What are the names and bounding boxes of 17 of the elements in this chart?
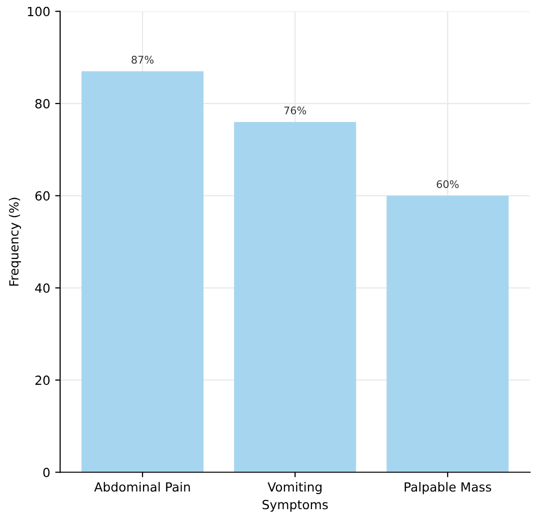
- y-tick-label: 80: [35, 98, 50, 108]
- bar: [386, 196, 509, 472]
- data-label: 60%: [436, 180, 459, 188]
- y-axis-title: Frequency (%): [8, 198, 22, 286]
- x-tick-label: Palpable Mass: [404, 482, 492, 494]
- y-tick-label: 60: [35, 191, 50, 201]
- y-tick-label: 100: [28, 6, 50, 16]
- x-tick-label: Abdominal Pain: [94, 482, 190, 492]
- x-axis-title: Symptoms: [262, 500, 328, 512]
- bar: [82, 71, 204, 472]
- x-tick-label: Vomiting: [268, 482, 322, 494]
- data-label: 76%: [284, 106, 306, 114]
- data-label: 87%: [132, 56, 154, 64]
- y-tick-label: 0: [43, 468, 50, 478]
- y-tick-label: 40: [35, 283, 50, 293]
- bar: [234, 122, 356, 472]
- y-tick-label: 20: [35, 376, 50, 385]
